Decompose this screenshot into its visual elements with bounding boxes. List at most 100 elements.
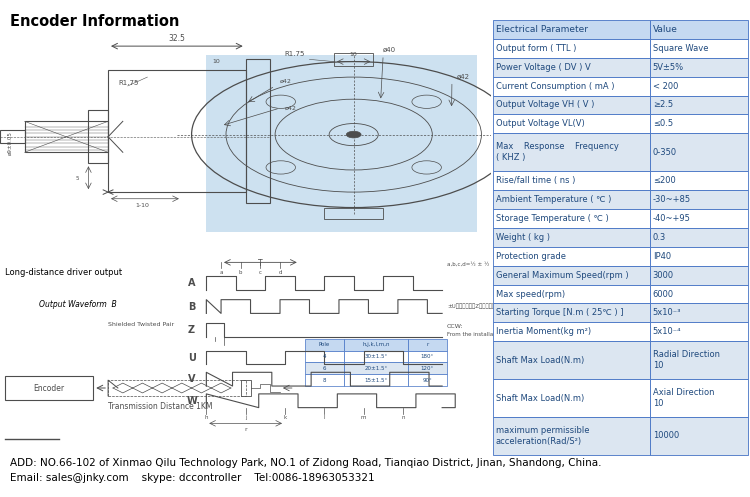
Text: Weight ( kg ): Weight ( kg )	[496, 233, 550, 242]
Text: -30~+85: -30~+85	[652, 195, 691, 204]
Bar	[650, 190, 748, 209]
Bar	[246, 59, 270, 203]
Bar	[344, 374, 408, 386]
Bar	[650, 247, 748, 266]
Text: W: W	[186, 396, 197, 406]
Bar	[493, 285, 650, 304]
Text: 6: 6	[322, 366, 326, 371]
Text: From the installation direction: From the installation direction	[447, 331, 530, 336]
Text: 6000: 6000	[652, 290, 674, 299]
Text: ≤0.5: ≤0.5	[652, 119, 673, 128]
Bar	[650, 77, 748, 95]
Bar	[650, 171, 748, 190]
Text: U: U	[188, 352, 196, 363]
Circle shape	[346, 131, 361, 138]
Text: General Maximum Speed(rpm ): General Maximum Speed(rpm )	[496, 271, 628, 280]
Bar	[493, 209, 650, 228]
Bar	[650, 39, 748, 58]
Text: ≥2.5: ≥2.5	[652, 100, 673, 109]
Text: Output Waveform  B: Output Waveform B	[39, 300, 117, 309]
Text: ø42: ø42	[280, 79, 292, 83]
Bar	[650, 304, 748, 323]
Text: Encoder: Encoder	[34, 384, 64, 393]
Text: c: c	[259, 270, 262, 275]
Bar	[493, 190, 650, 209]
Bar	[408, 362, 447, 374]
Text: 20±1.5°: 20±1.5°	[364, 366, 388, 371]
Bar	[493, 304, 650, 323]
Text: h: h	[205, 415, 208, 420]
Bar	[334, 53, 374, 66]
Text: r: r	[244, 427, 247, 432]
Text: IP40: IP40	[652, 251, 670, 261]
Text: l: l	[323, 415, 325, 420]
Text: 5: 5	[75, 176, 79, 181]
Text: Electrical Parameter: Electrical Parameter	[496, 25, 588, 34]
Text: Email: sales@jnky.com    skype: dccontroller    Tel:0086-18963053321: Email: sales@jnky.com skype: dccontrolle…	[10, 473, 374, 483]
Text: b: b	[239, 270, 242, 275]
Text: r: r	[426, 342, 428, 347]
Text: 30±1.5°: 30±1.5°	[364, 354, 388, 359]
Text: Encoder Information: Encoder Information	[10, 14, 179, 29]
Bar	[493, 247, 650, 266]
Text: Output Voltage VL(V): Output Voltage VL(V)	[496, 119, 584, 128]
Text: a: a	[219, 270, 223, 275]
Bar	[493, 228, 650, 247]
Bar	[493, 20, 650, 39]
Bar	[88, 110, 108, 164]
Text: Shaft Max Load(N.m): Shaft Max Load(N.m)	[496, 356, 584, 365]
Bar	[650, 285, 748, 304]
Bar	[344, 339, 408, 351]
Bar	[304, 351, 344, 362]
Text: 4: 4	[322, 354, 326, 359]
Text: Starting Torque [N.m ( 25℃ ) ]: Starting Torque [N.m ( 25℃ ) ]	[496, 309, 623, 318]
Bar	[650, 58, 748, 77]
Text: Radial Direction
10: Radial Direction 10	[652, 350, 720, 370]
Bar	[241, 380, 250, 396]
Bar	[493, 171, 650, 190]
Text: Z: Z	[188, 325, 195, 335]
Bar	[493, 323, 650, 341]
Text: ADD: NO.66-102 of Xinmao Qilu Technology Park, NO.1 of Zidong Road, Tianqiao Dis: ADD: NO.66-102 of Xinmao Qilu Technology…	[10, 458, 602, 468]
Bar	[650, 133, 748, 171]
Bar	[408, 351, 447, 362]
Text: 15±1.5°: 15±1.5°	[364, 378, 388, 383]
Text: 180°: 180°	[421, 354, 434, 359]
Text: Axial Direction
10: Axial Direction 10	[652, 388, 714, 408]
Text: j: j	[244, 415, 246, 420]
Text: 5x10⁻⁴: 5x10⁻⁴	[652, 328, 681, 336]
Bar	[493, 39, 650, 58]
Bar	[493, 114, 650, 133]
Bar	[650, 323, 748, 341]
Text: ø42: ø42	[457, 73, 470, 80]
Text: maximum permissible
acceleration(Rad/S²): maximum permissible acceleration(Rad/S²)	[496, 426, 590, 446]
Bar	[0, 130, 25, 144]
Bar	[108, 71, 246, 192]
Bar	[304, 339, 344, 351]
Text: ≤200: ≤200	[652, 176, 676, 185]
Bar	[493, 417, 650, 455]
Bar	[25, 121, 108, 152]
Text: -40~+95: -40~+95	[652, 214, 691, 223]
Text: Value: Value	[652, 25, 677, 34]
Bar	[108, 380, 246, 396]
Text: Power Voltage ( DV ) V: Power Voltage ( DV ) V	[496, 63, 590, 72]
Text: ø9±0.05: ø9±0.05	[8, 132, 12, 156]
Text: 120°: 120°	[421, 366, 434, 371]
Text: R1.75: R1.75	[284, 51, 304, 57]
Text: CCW:: CCW:	[447, 324, 464, 329]
Bar	[650, 209, 748, 228]
Bar	[650, 114, 748, 133]
Text: Output Voltage VH ( V ): Output Voltage VH ( V )	[496, 100, 594, 109]
Bar	[5, 376, 93, 400]
Text: Shielded Twisted Pair: Shielded Twisted Pair	[108, 322, 174, 327]
Text: m: m	[361, 415, 366, 420]
Bar	[344, 362, 408, 374]
Text: Pole: Pole	[319, 342, 330, 347]
Text: Shaft Max Load(N.m): Shaft Max Load(N.m)	[496, 394, 584, 403]
Text: 8: 8	[322, 378, 326, 383]
Text: n: n	[401, 415, 404, 420]
Text: ø40: ø40	[383, 47, 396, 53]
Text: Inertia Moment(kg m²): Inertia Moment(kg m²)	[496, 328, 591, 336]
Bar	[650, 20, 748, 39]
